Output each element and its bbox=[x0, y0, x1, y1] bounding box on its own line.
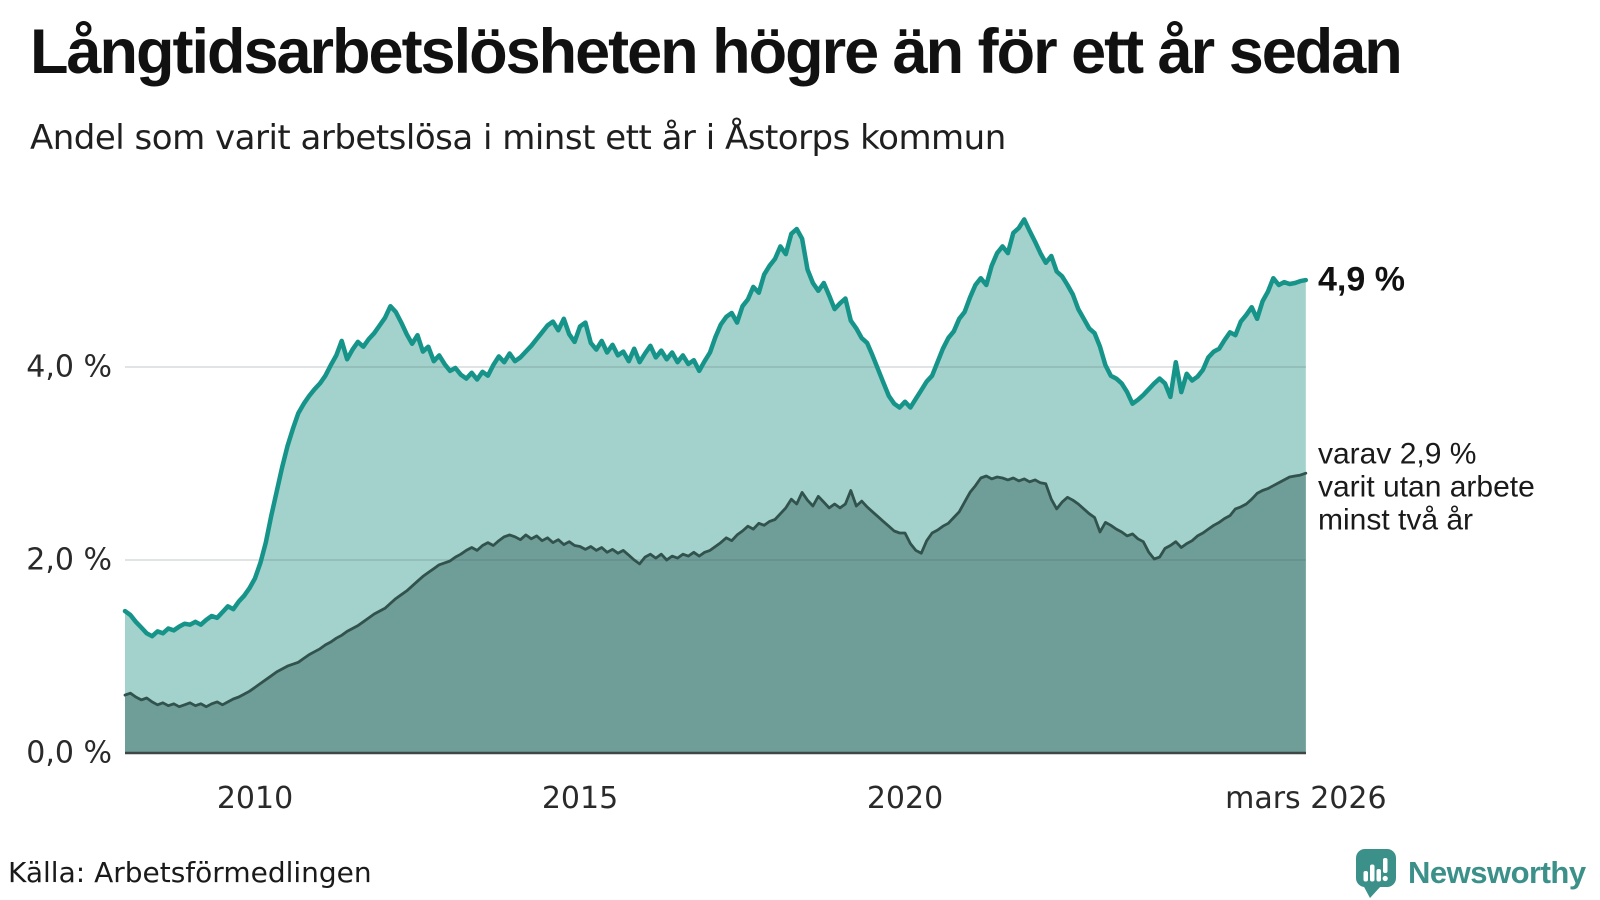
page-title: Långtidsarbetslösheten högre än för ett … bbox=[30, 17, 1403, 87]
line-series-one-year bbox=[122, 217, 1309, 639]
end-note-line: varav 2,9 % bbox=[1318, 437, 1477, 471]
line-series-two-years bbox=[123, 471, 1308, 709]
end-note-line: varit utan arbete bbox=[1318, 470, 1535, 504]
brand-name: Newsworthy bbox=[1408, 855, 1586, 890]
newsworthy-icon bbox=[1356, 849, 1396, 898]
end-note-line: minst två år bbox=[1318, 503, 1474, 537]
y-tick-label: 2,0 % bbox=[26, 542, 112, 578]
end-value-label: 4,9 % bbox=[1318, 260, 1405, 299]
x-tick-label: mars 2026 bbox=[1225, 781, 1387, 816]
brand-logo: Newsworthy bbox=[1350, 846, 1586, 900]
x-tick-label: 2015 bbox=[541, 781, 619, 816]
source-note: Källa: Arbetsförmedlingen bbox=[8, 856, 372, 889]
end-note-label: varav 2,9 % varit utan arbete minst två år bbox=[1318, 438, 1535, 537]
x-tick-label: 2010 bbox=[216, 781, 294, 816]
chart-gridlines bbox=[125, 366, 1306, 561]
y-tick-label: 4,0 % bbox=[26, 349, 112, 385]
chart-subtitle: Andel som varit arbetslösa i minst ett å… bbox=[30, 118, 1006, 158]
chart-areas bbox=[125, 219, 1306, 753]
x-tick-label: 2020 bbox=[866, 781, 944, 816]
y-tick-label: 0,0 % bbox=[26, 735, 112, 771]
area-series-two-years bbox=[125, 473, 1306, 753]
